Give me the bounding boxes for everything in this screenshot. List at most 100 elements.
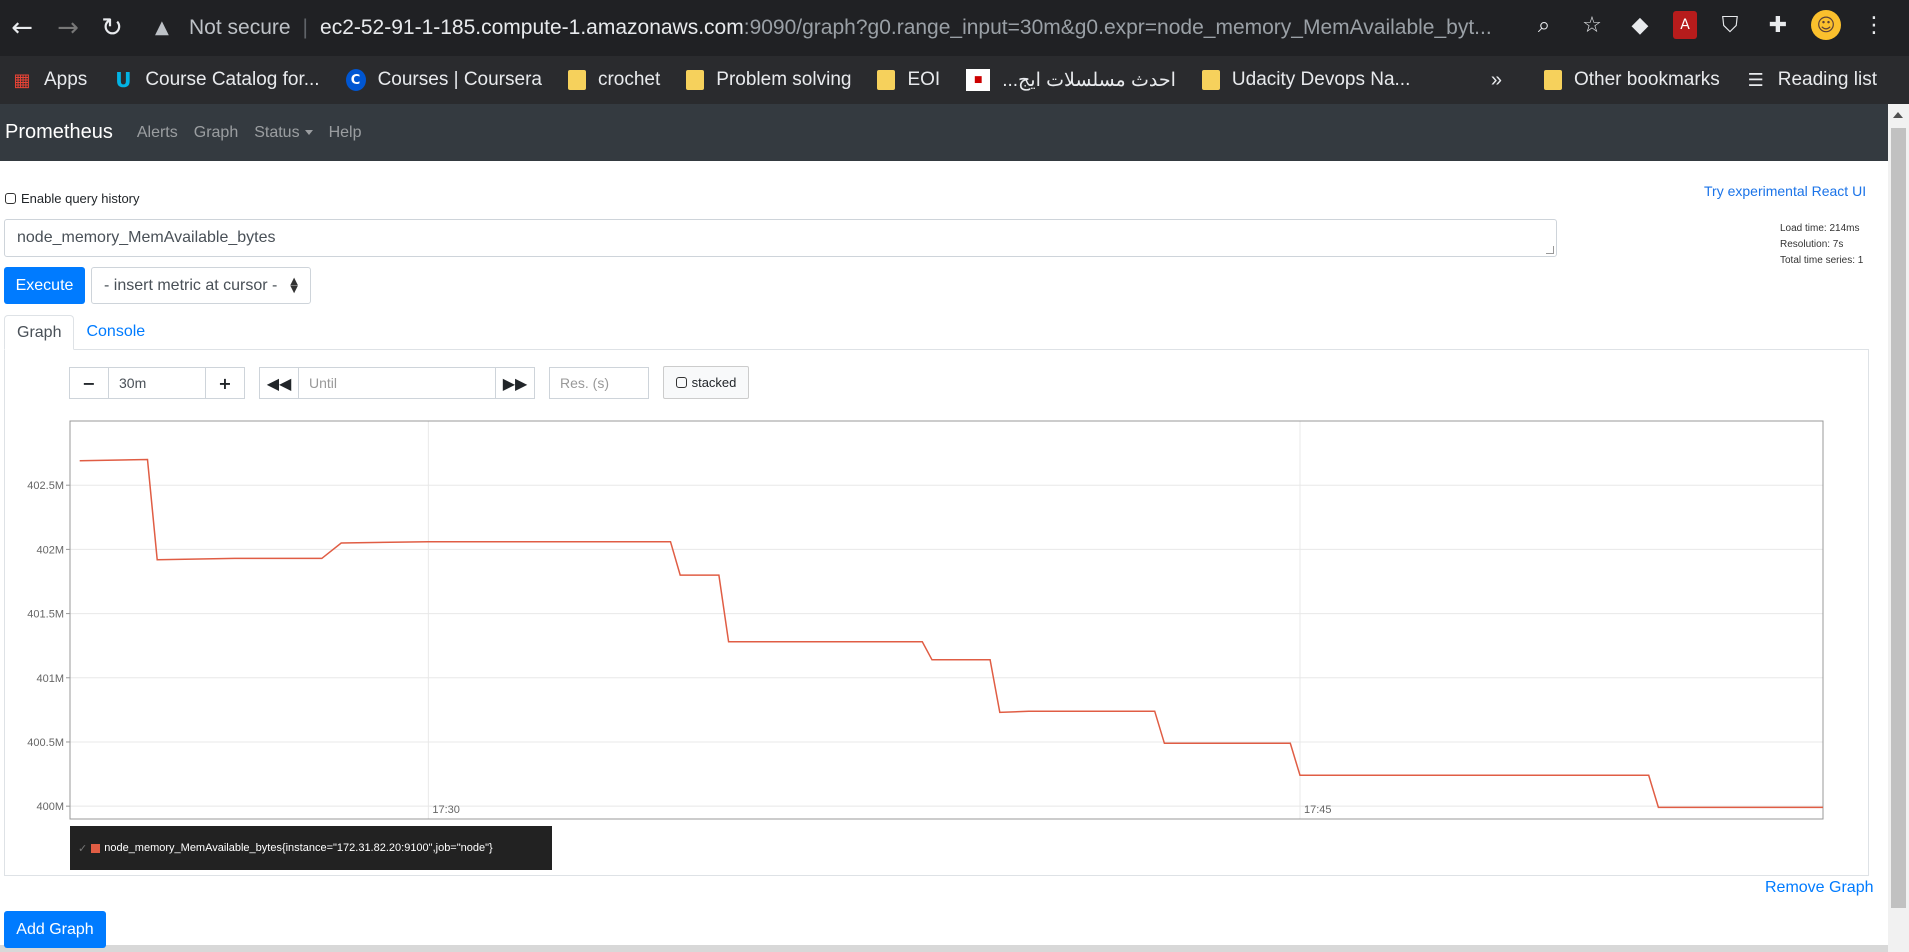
y-tick-label: 400M	[36, 801, 64, 813]
zoom-icon[interactable]: ⌕	[1537, 12, 1551, 38]
until-control: ◀◀ Until ▶▶	[259, 367, 535, 399]
nav-status[interactable]: Status	[254, 123, 313, 142]
prometheus-navbar: Prometheus Alerts Graph Status Help	[0, 104, 1888, 161]
apps-grid-icon: ▦	[13, 69, 31, 91]
checkbox[interactable]	[5, 193, 16, 204]
resolution-input[interactable]: Res. (s)	[549, 367, 649, 399]
range-decrease-button[interactable]: −	[70, 368, 108, 398]
bookmark-eoi[interactable]: EOI	[877, 69, 940, 91]
y-tick-label: 402M	[36, 544, 64, 556]
graph-panel	[4, 349, 1869, 876]
resolution-placeholder: Res. (s)	[560, 375, 609, 391]
react-ui-link[interactable]: Try experimental React UI	[1704, 183, 1867, 199]
folder-icon	[1201, 70, 1220, 90]
bookmark-problem-solving[interactable]: Problem solving	[686, 69, 851, 91]
tab-graph[interactable]: Graph	[4, 315, 75, 350]
bookmark-label: Udacity Devops Na...	[1231, 69, 1411, 90]
avatar[interactable]: ☺	[1811, 10, 1841, 40]
reading-list-button[interactable]: ☰ Reading list	[1746, 69, 1877, 91]
query-history-label: Enable query history	[21, 191, 140, 206]
scrollbar-thumb[interactable]	[1891, 128, 1906, 908]
udacity-icon: U	[115, 68, 132, 92]
bookmarks-bar: ▦ Apps U Course Catalog for... C Courses…	[0, 56, 1909, 104]
add-graph-button[interactable]: Add Graph	[4, 911, 106, 948]
egybest-icon: ■	[966, 69, 991, 91]
bookmark-label: EOI	[907, 69, 941, 90]
bookmark-udacity[interactable]: U Course Catalog for...	[113, 68, 319, 92]
extension-cube-icon[interactable]: ◆	[1631, 12, 1649, 38]
puzzle-icon[interactable]: ✚	[1768, 12, 1788, 38]
until-input[interactable]: Until	[298, 368, 496, 398]
y-tick-label: 401.5M	[27, 609, 64, 621]
range-input[interactable]: 30m	[108, 368, 206, 398]
rewind-button[interactable]: ◀◀	[260, 368, 298, 398]
folder-icon	[567, 70, 586, 90]
graph-chart[interactable]: 402.5M 402M 401.5M 401M 400.5M 400M 17:30 17:4…	[0, 410, 1860, 830]
resize-handle-icon[interactable]	[1546, 246, 1554, 254]
bookmark-label: ...احدث مسلسلات ايج	[1002, 69, 1176, 91]
url-path: :9090/graph?g0.range_input=30m&g0.expr=n…	[743, 16, 1492, 39]
until-placeholder: Until	[309, 375, 338, 391]
folder-icon	[877, 70, 896, 90]
vertical-scrollbar[interactable]	[1888, 104, 1909, 952]
horizontal-scrollbar[interactable]	[0, 945, 1888, 952]
y-tick-label: 401M	[36, 673, 64, 685]
range-control: − 30m +	[69, 367, 245, 399]
address-bar[interactable]: ▲ Not secure | ec2-52-91-1-185.compute-1…	[155, 8, 1555, 48]
reading-list-icon: ☰	[1747, 69, 1764, 91]
star-icon[interactable]: ☆	[1582, 12, 1602, 38]
nav-alerts[interactable]: Alerts	[136, 123, 178, 141]
checkbox[interactable]	[675, 377, 687, 388]
range-value: 30m	[119, 375, 147, 391]
bookmark-egybest[interactable]: ■ ...احدث مسلسلات ايج	[966, 69, 1176, 92]
bookmark-label: Apps	[44, 69, 88, 90]
bookmark-label: Reading list	[1777, 69, 1877, 90]
bookmarks-overflow-button[interactable]: »	[1490, 68, 1502, 91]
chart-grid	[70, 421, 1823, 819]
remove-graph-link[interactable]: Remove Graph	[1765, 879, 1874, 896]
back-icon[interactable]: ←	[11, 13, 33, 43]
forward-icon[interactable]: →	[57, 13, 79, 43]
bookmark-label: Other bookmarks	[1573, 69, 1720, 90]
scroll-up-icon[interactable]	[1893, 112, 1903, 118]
menu-icon[interactable]: ⋮	[1863, 12, 1885, 38]
caret-down-icon	[304, 129, 313, 135]
series-line[interactable]	[79, 458, 1823, 809]
warning-icon: ▲	[155, 17, 169, 38]
nav-status-label: Status	[254, 123, 300, 141]
stacked-toggle[interactable]: stacked	[663, 366, 749, 399]
coursera-icon: C	[345, 69, 366, 91]
reload-icon[interactable]: ↻	[101, 13, 123, 43]
bookmark-apps[interactable]: ▦ Apps	[12, 69, 87, 91]
select-arrows-icon: ▲ ▼	[290, 275, 298, 295]
nav-graph[interactable]: Graph	[193, 123, 239, 141]
legend-label: node_memory_MemAvailable_bytes{instance=…	[104, 842, 493, 854]
brand[interactable]: Prometheus	[5, 121, 113, 143]
nav-help[interactable]: Help	[328, 123, 362, 141]
stacked-label: stacked	[691, 375, 737, 390]
expression-text: node_memory_MemAvailable_bytes	[17, 229, 276, 246]
load-time: Load time: 214ms	[1780, 223, 1860, 234]
x-tick-label: 17:45	[1304, 804, 1332, 816]
bookmark-coursera[interactable]: C Courses | Coursera	[345, 69, 542, 91]
bookmark-crochet[interactable]: crochet	[567, 69, 660, 91]
y-tick-label: 400.5M	[27, 737, 64, 749]
insert-metric-select[interactable]: - insert metric at cursor - ▲ ▼	[91, 267, 311, 304]
check-icon[interactable]: ✓	[78, 841, 88, 855]
fast-forward-button[interactable]: ▶▶	[496, 368, 534, 398]
execute-button[interactable]: Execute	[4, 267, 85, 304]
pdf-icon[interactable]: A	[1673, 11, 1697, 39]
shield-icon[interactable]: ⛉	[1721, 12, 1739, 38]
query-history-toggle[interactable]: Enable query history	[5, 191, 140, 206]
plot-border	[69, 420, 1824, 820]
security-label: Not secure	[189, 16, 291, 39]
bookmark-label: Courses | Coursera	[377, 69, 542, 90]
range-increase-button[interactable]: +	[206, 368, 244, 398]
select-value: - insert metric at cursor -	[104, 276, 278, 294]
tab-console[interactable]: Console	[86, 323, 146, 340]
bookmark-other[interactable]: Other bookmarks	[1543, 69, 1720, 91]
address-separator: |	[302, 16, 309, 39]
bookmark-udacity-devops[interactable]: Udacity Devops Na...	[1201, 69, 1411, 91]
expression-input[interactable]: node_memory_MemAvailable_bytes	[4, 219, 1557, 257]
y-tick-label: 402.5M	[27, 480, 64, 492]
